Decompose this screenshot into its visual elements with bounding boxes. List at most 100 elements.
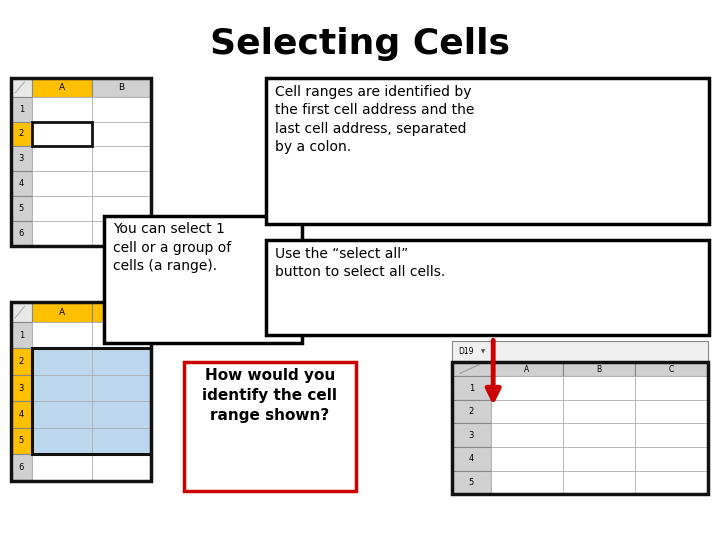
Bar <box>32 348 151 454</box>
Bar <box>32 78 91 97</box>
Text: 3: 3 <box>469 431 474 440</box>
Text: 4: 4 <box>469 454 474 463</box>
Bar <box>91 401 151 428</box>
Text: 2: 2 <box>19 130 24 138</box>
Text: 6: 6 <box>19 229 24 238</box>
Bar <box>490 400 563 423</box>
Text: A: A <box>524 364 529 374</box>
Text: 3: 3 <box>19 154 24 163</box>
Bar <box>91 428 151 454</box>
Bar <box>452 362 490 376</box>
Bar <box>452 447 490 470</box>
Bar <box>32 97 91 122</box>
Bar <box>91 221 151 246</box>
Bar <box>563 362 635 376</box>
Text: D19: D19 <box>458 347 474 356</box>
Bar <box>32 375 91 401</box>
Bar <box>490 362 563 376</box>
Bar <box>11 97 32 122</box>
Bar <box>91 322 151 348</box>
Bar <box>32 122 91 146</box>
Bar <box>32 322 91 348</box>
Bar <box>91 97 151 122</box>
Bar <box>32 428 91 454</box>
Bar <box>32 401 91 428</box>
Bar <box>635 400 708 423</box>
Text: 6: 6 <box>19 463 24 472</box>
Bar <box>563 376 635 400</box>
Bar <box>452 341 708 362</box>
Text: 5: 5 <box>19 436 24 446</box>
Bar <box>563 470 635 494</box>
Text: Use the “select all”
button to select all cells.: Use the “select all” button to select al… <box>275 247 445 279</box>
Text: B: B <box>118 308 125 316</box>
Text: 3: 3 <box>19 383 24 393</box>
Text: 1: 1 <box>469 383 474 393</box>
Bar <box>11 401 32 428</box>
Bar <box>32 348 91 375</box>
Text: 5: 5 <box>469 478 474 487</box>
Bar <box>266 240 709 335</box>
Text: How would you
identify the cell
range shown?: How would you identify the cell range sh… <box>202 368 338 423</box>
Bar <box>452 400 490 423</box>
Bar <box>32 221 91 246</box>
Text: You can select 1
cell or a group of
cells (a range).: You can select 1 cell or a group of cell… <box>113 222 231 273</box>
Text: 2: 2 <box>19 357 24 366</box>
Bar <box>11 122 32 146</box>
Text: A: A <box>58 308 65 316</box>
Bar <box>452 470 490 494</box>
Bar <box>91 171 151 196</box>
Bar <box>563 423 635 447</box>
Bar <box>104 216 302 343</box>
Bar <box>91 375 151 401</box>
Bar <box>11 78 32 97</box>
Bar <box>11 78 151 246</box>
Bar <box>635 447 708 470</box>
Bar <box>91 146 151 171</box>
Bar <box>91 302 151 322</box>
Bar <box>490 447 563 470</box>
Bar <box>490 423 563 447</box>
Bar <box>266 78 709 224</box>
Bar <box>11 375 32 401</box>
Bar <box>91 454 151 481</box>
Bar <box>11 348 32 375</box>
Bar <box>11 302 151 481</box>
Bar <box>32 302 91 322</box>
Bar <box>11 322 32 348</box>
Bar <box>91 196 151 221</box>
Bar <box>563 447 635 470</box>
Bar <box>32 122 91 146</box>
Bar <box>490 470 563 494</box>
Text: Cell ranges are identified by
the first cell address and the
last cell address, : Cell ranges are identified by the first … <box>275 85 474 154</box>
Text: 5: 5 <box>19 204 24 213</box>
Bar <box>11 221 32 246</box>
Bar <box>635 470 708 494</box>
Bar <box>635 362 708 376</box>
Bar <box>635 376 708 400</box>
Text: 1: 1 <box>19 105 24 113</box>
Bar <box>11 454 32 481</box>
Text: 4: 4 <box>19 179 24 188</box>
Bar <box>91 78 151 97</box>
Text: Selecting Cells: Selecting Cells <box>210 27 510 61</box>
Text: B: B <box>118 83 125 92</box>
Text: 4: 4 <box>19 410 24 419</box>
Text: C: C <box>669 364 674 374</box>
Bar <box>32 146 91 171</box>
Bar <box>11 146 32 171</box>
Text: A: A <box>58 83 65 92</box>
Bar <box>563 400 635 423</box>
Text: ▼: ▼ <box>482 349 486 354</box>
Bar <box>635 423 708 447</box>
Bar <box>32 454 91 481</box>
Bar <box>32 196 91 221</box>
Bar <box>490 376 563 400</box>
Text: B: B <box>597 364 602 374</box>
Bar <box>32 171 91 196</box>
Bar <box>184 362 356 491</box>
Bar <box>91 122 151 146</box>
Bar <box>11 428 32 454</box>
Text: 1: 1 <box>19 330 24 340</box>
Bar <box>11 171 32 196</box>
